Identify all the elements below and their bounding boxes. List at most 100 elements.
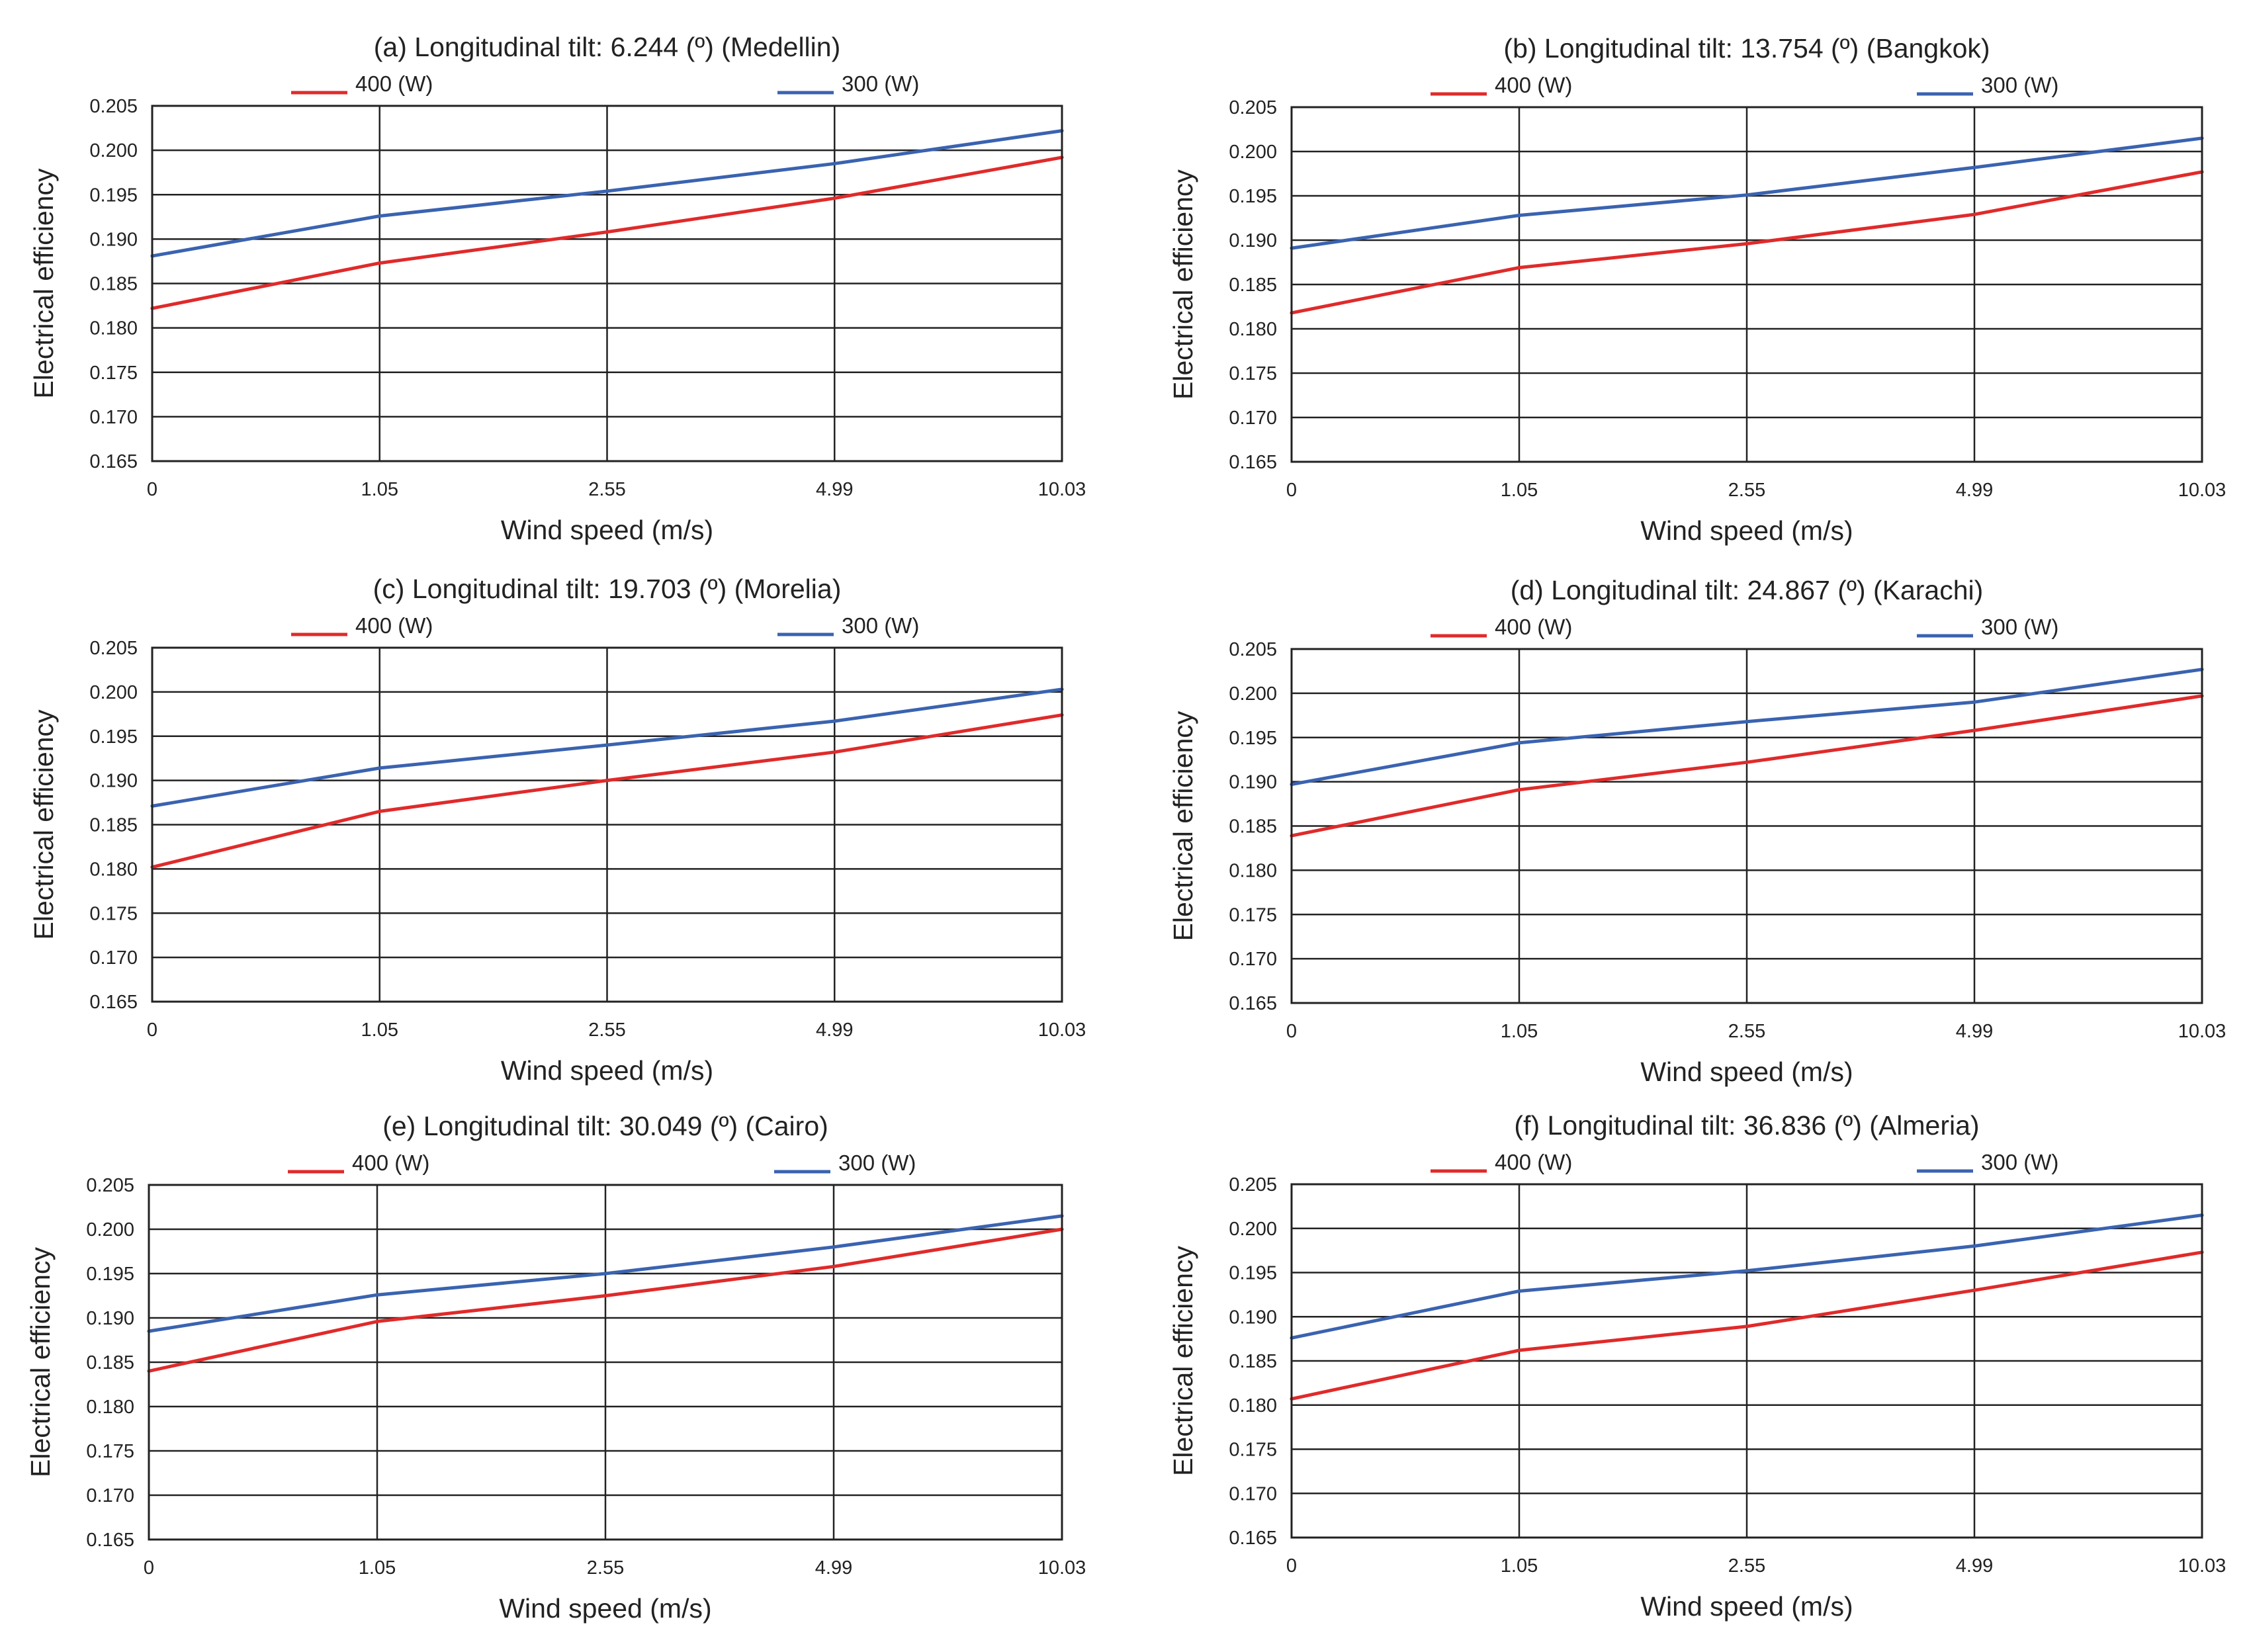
data-point	[1972, 212, 1976, 216]
x-tick-label: 2.55	[588, 1020, 625, 1041]
chart-panel: (f) Longitudinal tilt: 36.836 (º) (Almer…	[1168, 1110, 2226, 1622]
data-point	[1972, 700, 1976, 704]
y-axis-label: Electrical efficiency	[28, 709, 59, 939]
x-tick-label: 10.03	[2178, 1021, 2227, 1042]
y-tick-label: 0.185	[1229, 275, 1277, 296]
data-point	[832, 196, 836, 200]
data-point	[605, 189, 609, 193]
x-axis-label: Wind speed (m/s)	[1640, 515, 1853, 546]
data-point	[605, 779, 609, 783]
legend-label: 300 (W)	[842, 613, 919, 638]
y-tick-label: 0.165	[89, 451, 138, 472]
y-axis-label: Electrical efficiency	[1168, 169, 1198, 400]
y-tick-label: 0.165	[86, 1530, 134, 1551]
chart-title: (f) Longitudinal tilt: 36.836 (º) (Almer…	[1514, 1110, 1979, 1141]
x-tick-label: 0	[147, 479, 157, 500]
y-tick-label: 0.200	[89, 140, 138, 161]
x-axis-label: Wind speed (m/s)	[1640, 1057, 1853, 1087]
x-tick-label: 0	[1286, 1555, 1297, 1577]
y-tick-label: 0.195	[1229, 728, 1277, 749]
y-tick-label: 0.195	[86, 1264, 134, 1285]
y-axis-label: Electrical efficiency	[25, 1247, 56, 1477]
y-tick-label: 0.170	[86, 1485, 134, 1506]
data-point	[1745, 241, 1749, 245]
y-tick-label: 0.205	[89, 638, 138, 659]
x-tick-label: 1.05	[1501, 480, 1538, 501]
x-tick-label: 0	[1286, 1021, 1297, 1042]
data-point	[1745, 760, 1749, 764]
data-point	[378, 214, 382, 218]
x-tick-label: 2.55	[588, 479, 625, 500]
y-tick-label: 0.190	[1229, 1307, 1277, 1328]
chart-title: (a) Longitudinal tilt: 6.244 (º) (Medell…	[374, 32, 840, 62]
y-axis-label: Electrical efficiency	[1168, 1246, 1198, 1476]
data-point	[1745, 193, 1749, 197]
data-point	[1972, 165, 1976, 169]
legend-label: 400 (W)	[1495, 73, 1572, 97]
data-point	[1517, 213, 1521, 217]
y-tick-label: 0.205	[89, 96, 138, 117]
plot-frame	[151, 105, 1063, 462]
x-tick-label: 2.55	[1728, 1021, 1765, 1042]
y-tick-label: 0.175	[86, 1441, 134, 1462]
y-tick-label: 0.185	[1229, 1351, 1277, 1372]
chart-title: (d) Longitudinal tilt: 24.867 (º) (Karac…	[1511, 575, 1984, 605]
data-point	[1972, 1244, 1976, 1248]
data-point	[603, 1294, 607, 1297]
plot-frame	[1290, 1183, 2203, 1539]
plot-frame	[148, 1184, 1063, 1541]
data-point	[1745, 1269, 1749, 1273]
y-tick-label: 0.180	[86, 1397, 134, 1418]
y-tick-label: 0.195	[89, 726, 138, 748]
data-point	[1517, 741, 1521, 745]
legend-label: 300 (W)	[1981, 615, 2058, 639]
x-tick-label: 1.05	[361, 479, 398, 500]
y-tick-label: 0.205	[1229, 639, 1277, 660]
y-tick-label: 0.190	[1229, 230, 1277, 251]
y-tick-label: 0.175	[1229, 904, 1277, 926]
legend-label: 300 (W)	[842, 71, 919, 96]
data-point	[378, 261, 382, 265]
y-tick-label: 0.175	[1229, 363, 1277, 384]
chart-panel: (e) Longitudinal tilt: 30.049 (º) (Cairo…	[25, 1111, 1086, 1624]
y-tick-label: 0.185	[86, 1352, 134, 1373]
y-tick-label: 0.170	[89, 947, 138, 969]
chart-title: (b) Longitudinal tilt: 13.754 (º) (Bangk…	[1503, 33, 1990, 64]
x-axis-label: Wind speed (m/s)	[501, 1055, 713, 1086]
x-tick-label: 0	[144, 1557, 154, 1579]
y-tick-label: 0.205	[86, 1175, 134, 1196]
data-point	[378, 766, 382, 770]
data-point	[832, 719, 836, 723]
x-tick-label: 10.03	[1038, 1557, 1086, 1579]
x-tick-label: 2.55	[1728, 480, 1765, 501]
legend-label: 400 (W)	[352, 1151, 429, 1175]
y-tick-label: 0.180	[1229, 1395, 1277, 1416]
x-tick-label: 4.99	[1956, 1021, 1993, 1042]
data-point	[605, 230, 609, 234]
y-tick-label: 0.170	[89, 407, 138, 428]
y-tick-label: 0.165	[1229, 1528, 1277, 1549]
y-tick-label: 0.180	[89, 859, 138, 880]
x-tick-label: 10.03	[2178, 480, 2227, 501]
plot-frame	[151, 646, 1063, 1003]
y-tick-label: 0.185	[1229, 816, 1277, 838]
y-tick-label: 0.165	[89, 992, 138, 1013]
x-tick-label: 1.05	[361, 1020, 398, 1041]
x-axis-label: Wind speed (m/s)	[1640, 1591, 1853, 1622]
data-point	[378, 809, 382, 813]
y-tick-label: 0.185	[89, 815, 138, 836]
legend-label: 300 (W)	[1981, 73, 2058, 97]
x-tick-label: 10.03	[1038, 479, 1086, 500]
y-tick-label: 0.200	[86, 1219, 134, 1240]
y-tick-label: 0.170	[1229, 408, 1277, 429]
y-tick-label: 0.200	[1229, 142, 1277, 163]
data-point	[1972, 1288, 1976, 1292]
y-axis-label: Electrical efficiency	[1168, 711, 1198, 941]
y-tick-label: 0.175	[89, 903, 138, 924]
x-tick-label: 1.05	[1501, 1555, 1538, 1577]
x-tick-label: 4.99	[1956, 480, 1993, 501]
legend-label: 400 (W)	[1495, 1150, 1572, 1174]
x-tick-label: 2.55	[587, 1557, 624, 1579]
y-tick-label: 0.165	[1229, 452, 1277, 473]
